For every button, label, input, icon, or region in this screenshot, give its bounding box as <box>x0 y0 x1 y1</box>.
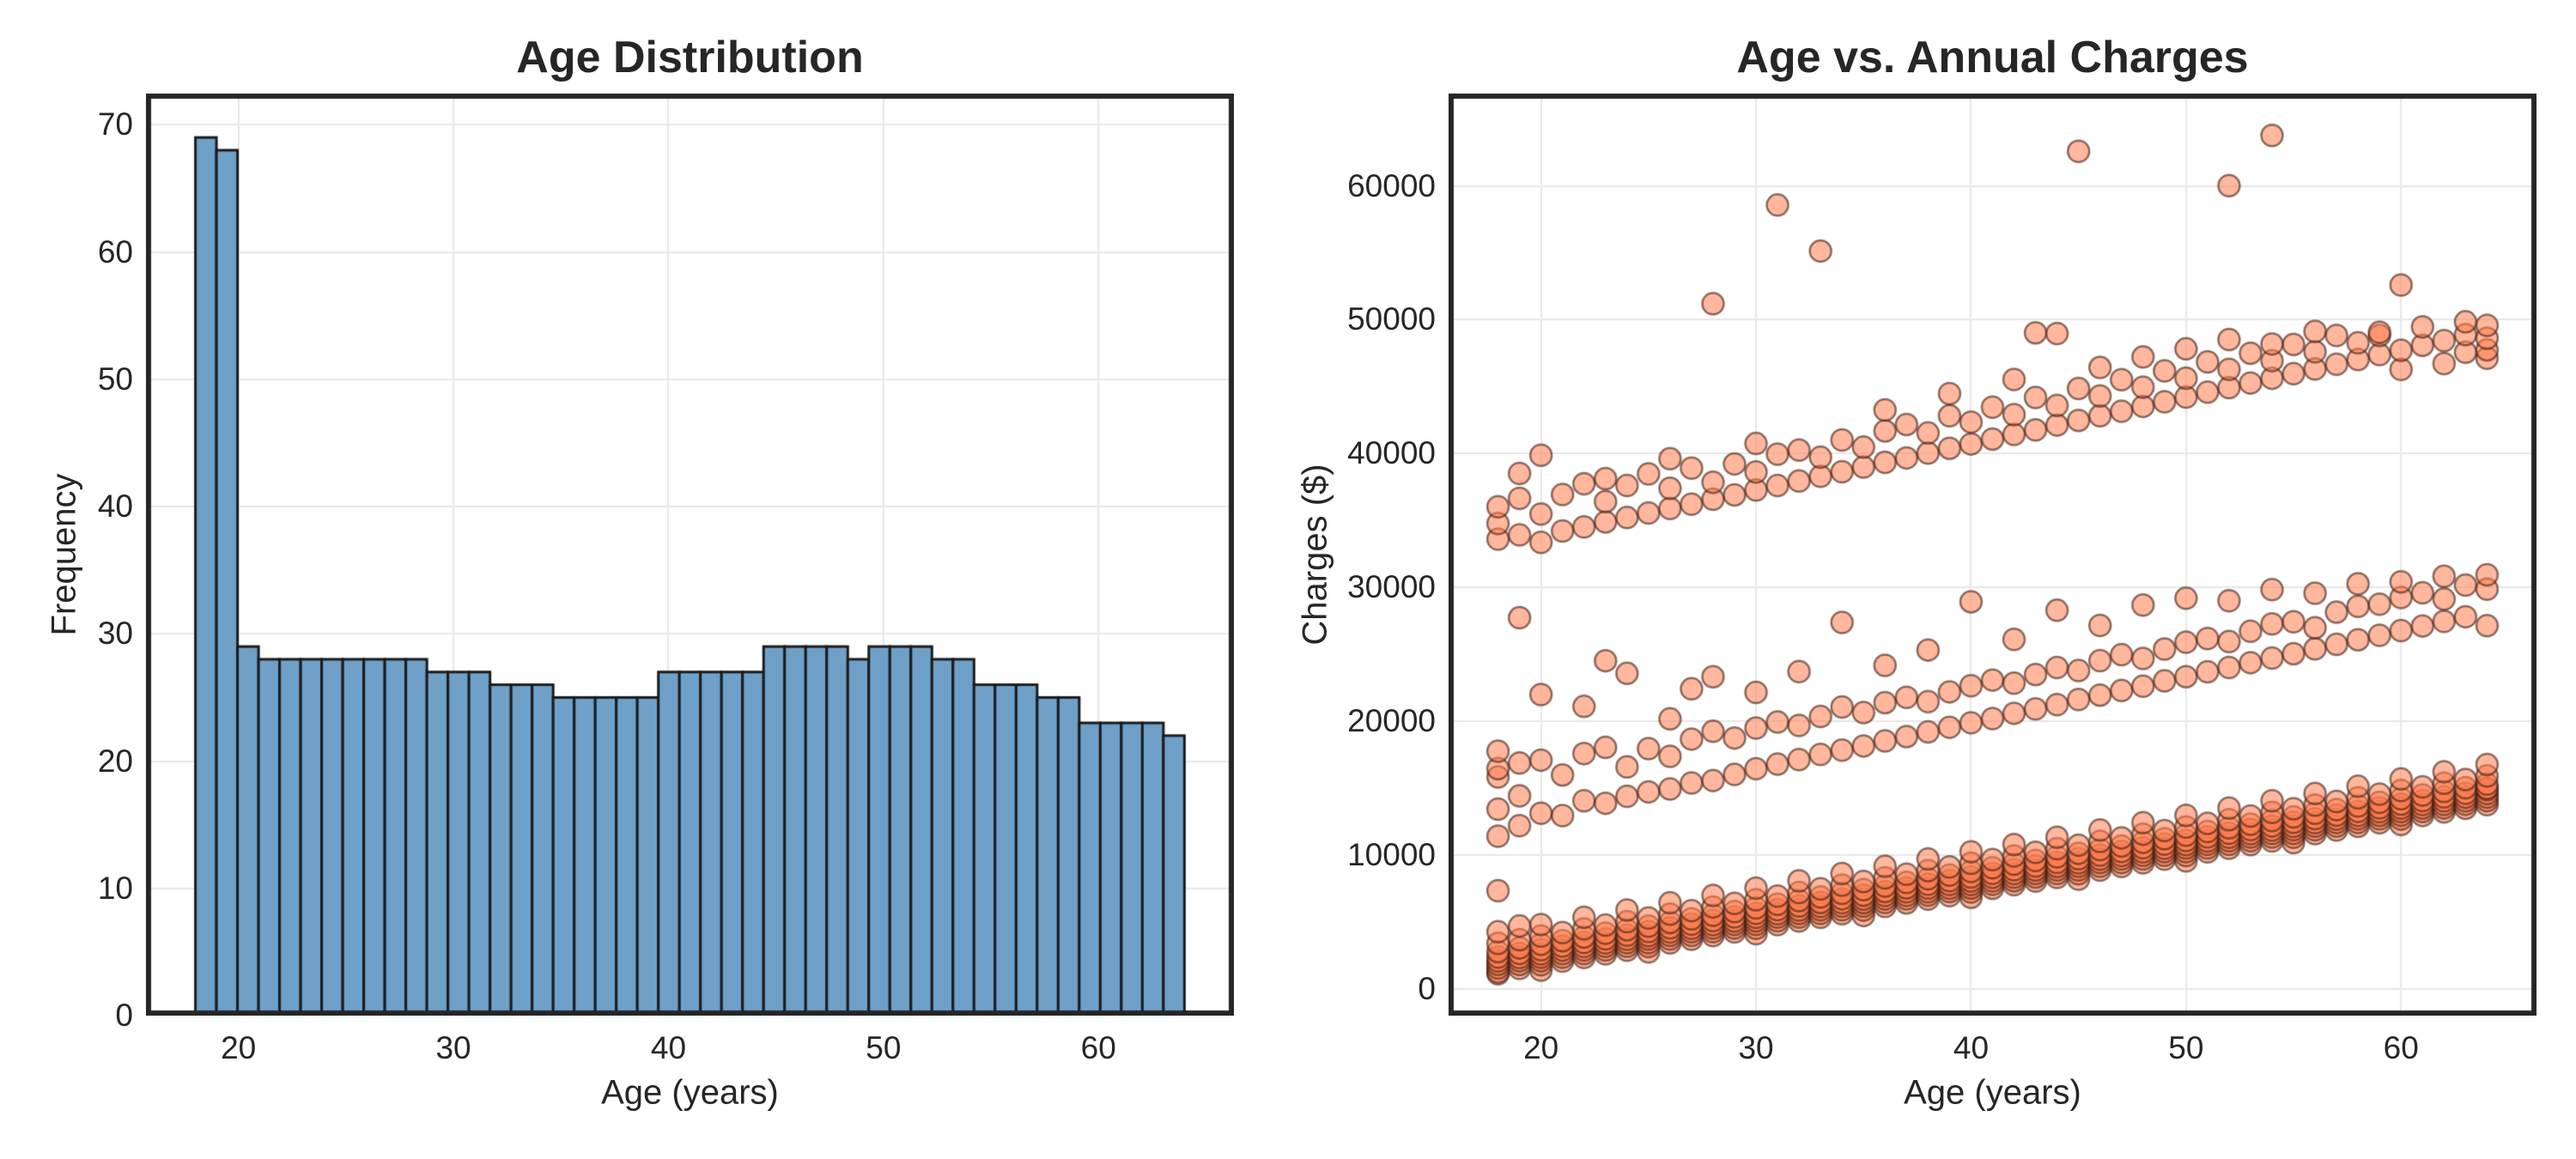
scatter-x-axis-label: Age (years) <box>1904 1073 2081 1112</box>
x-tick-label: 40 <box>650 1030 687 1065</box>
x-tick-label: 20 <box>221 1030 257 1065</box>
x-tick-label: 60 <box>2383 1030 2419 1065</box>
x-tick-label: 20 <box>1523 1030 1559 1065</box>
scatter-title: Age vs. Annual Charges <box>1736 33 2249 82</box>
y-tick-label: 10000 <box>1347 836 1436 872</box>
y-tick-label: 50 <box>97 361 133 397</box>
y-tick-label: 70 <box>97 106 133 143</box>
x-tick-label: 40 <box>1953 1030 1990 1065</box>
histogram-y-axis-label: Frequency <box>45 473 83 636</box>
y-tick-label: 40000 <box>1347 435 1436 471</box>
y-tick-label: 60 <box>97 234 133 270</box>
y-tick-label: 50000 <box>1347 301 1436 337</box>
scatter-canvas <box>1449 94 2537 1016</box>
y-tick-label: 0 <box>115 998 133 1033</box>
y-tick-label: 40 <box>97 488 133 525</box>
y-tick-label: 30000 <box>1347 569 1436 605</box>
x-tick-label: 30 <box>435 1030 471 1065</box>
y-tick-label: 20000 <box>1347 702 1436 738</box>
y-tick-label: 60000 <box>1347 167 1436 203</box>
x-tick-label: 50 <box>866 1030 902 1065</box>
histogram-title: Age Distribution <box>516 33 864 82</box>
histogram-canvas <box>146 94 1234 1016</box>
y-tick-label: 30 <box>97 616 133 652</box>
y-tick-label: 10 <box>97 870 133 906</box>
x-tick-label: 60 <box>1080 1030 1116 1065</box>
histogram-x-axis-label: Age (years) <box>601 1073 779 1112</box>
x-tick-label: 30 <box>1738 1030 1774 1065</box>
y-tick-label: 20 <box>97 743 133 779</box>
scatter-y-axis-label: Charges ($) <box>1296 464 1334 646</box>
y-tick-label: 0 <box>1418 970 1436 1006</box>
x-tick-label: 50 <box>2168 1030 2204 1065</box>
